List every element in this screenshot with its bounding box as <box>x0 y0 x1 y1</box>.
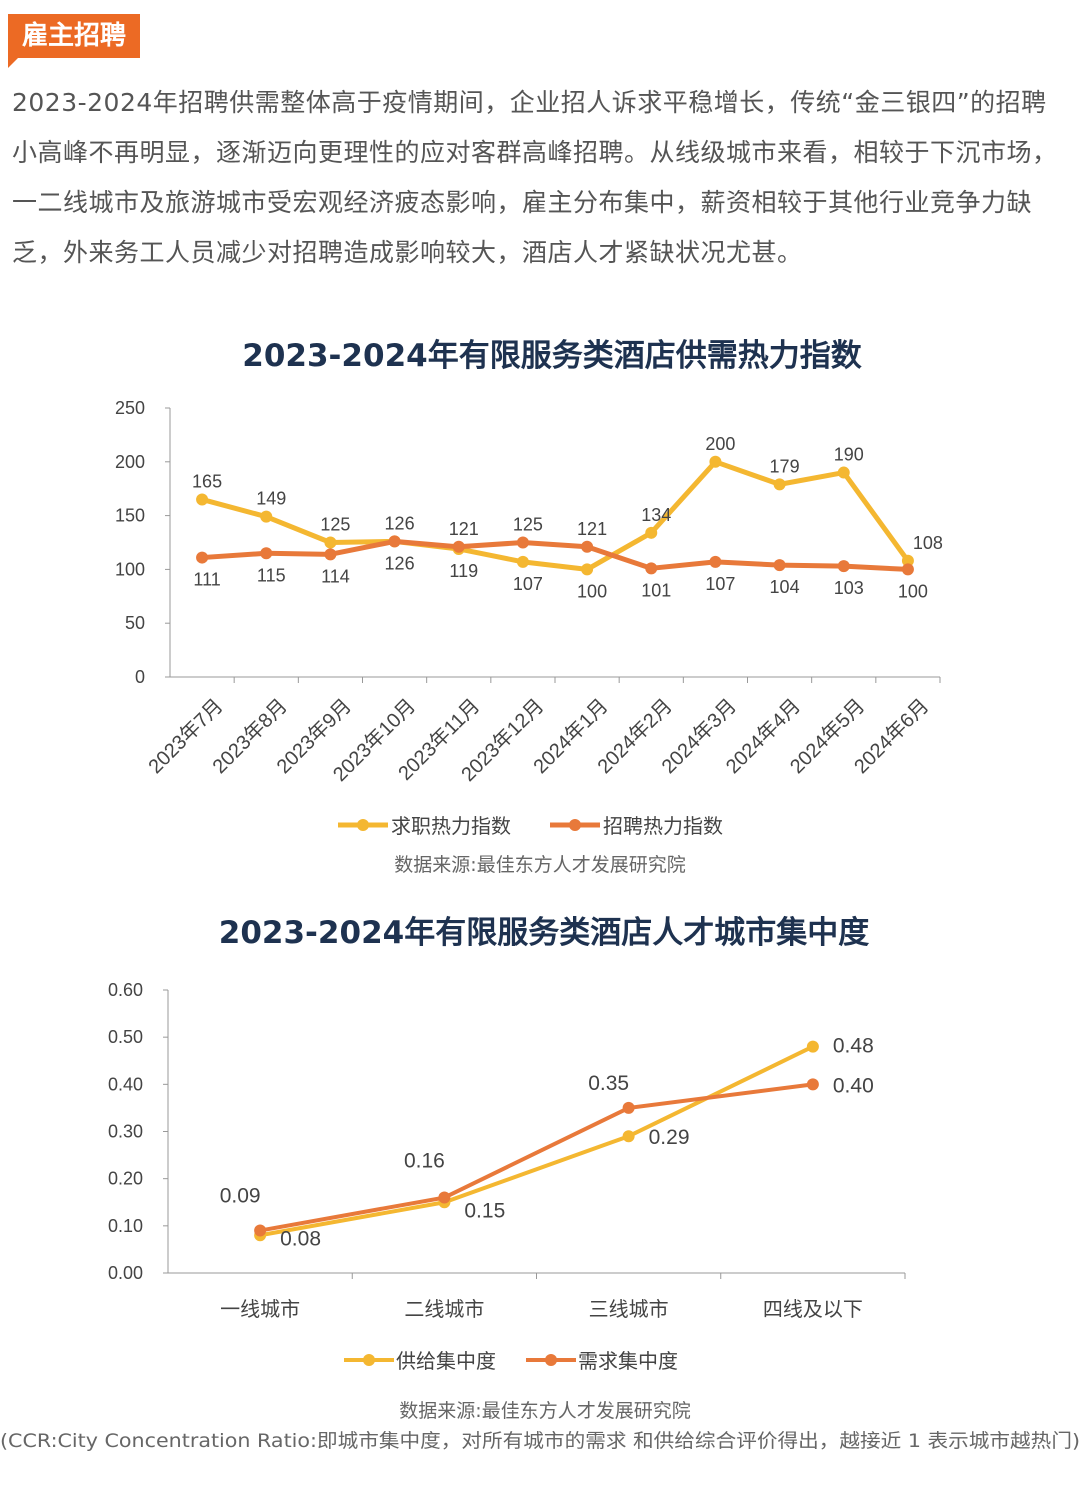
chart1-data-label: 119 <box>449 561 478 581</box>
chart2-data-label: 0.35 <box>588 1072 629 1095</box>
chart1-point <box>324 536 337 549</box>
chart1-data-label: 190 <box>834 445 864 465</box>
chart1-y-tick: 250 <box>115 398 145 418</box>
chart1-point <box>645 562 658 575</box>
chart1-data-label: 149 <box>256 489 286 509</box>
chart2-legend-marker <box>363 1354 375 1366</box>
chart1-line-recruit <box>201 538 909 572</box>
chart1-data-label: 126 <box>385 513 415 533</box>
chart1-data-label: 200 <box>705 434 735 454</box>
chart2-point <box>438 1191 451 1204</box>
chart1-point <box>516 555 529 568</box>
chart2-legend-label: 需求集中度 <box>578 1349 678 1373</box>
chart1-data-label: 114 <box>321 566 350 586</box>
chart2-data-label: 0.09 <box>220 1185 261 1208</box>
chart2-y-tick: 0.40 <box>108 1074 143 1094</box>
chart1-data-label: 101 <box>641 580 671 600</box>
chart1-data-label: 100 <box>577 581 607 601</box>
chart1-legend-label: 招聘热力指数 <box>603 814 723 838</box>
chart1-y-tick: 0 <box>135 667 145 687</box>
chart1-point <box>196 493 209 506</box>
chart1-point <box>709 555 722 568</box>
chart1-point <box>196 551 209 564</box>
chart1-data-label: 121 <box>577 519 607 539</box>
chart1-y-tick: 50 <box>125 613 145 633</box>
chart2-point <box>622 1130 635 1143</box>
chart2-legend-label: 供给集中度 <box>396 1349 496 1373</box>
chart2-y-tick: 0.10 <box>108 1216 143 1236</box>
chart2-y-tick: 0.30 <box>108 1122 143 1142</box>
chart1-point <box>388 535 401 548</box>
chart2-point <box>806 1040 819 1053</box>
chart1-line-jobseek <box>201 459 910 572</box>
chart1-data-label: 125 <box>513 515 543 535</box>
chart2-x-tick: 一线城市 <box>220 1297 300 1321</box>
chart2-x-tick: 二线城市 <box>404 1297 484 1321</box>
chart2-point <box>622 1101 635 1114</box>
chart2-data-label: 0.16 <box>404 1150 445 1173</box>
chart2-line-supply <box>259 1044 814 1238</box>
chart2-data-label: 0.29 <box>649 1126 690 1149</box>
chart2-data-label: 0.48 <box>833 1035 874 1058</box>
section-badge: 雇主招聘 <box>8 14 141 58</box>
chart2-note: (CCR:City Concentration Ratio:即城市集中度，对所有… <box>0 1430 1080 1452</box>
chart1-data-label: 121 <box>449 519 479 539</box>
chart1-point <box>837 560 850 573</box>
chart1-point <box>773 559 786 572</box>
chart1-y-tick: 150 <box>115 506 145 526</box>
chart1-legend-marker <box>357 819 369 831</box>
chart1-point <box>581 540 594 553</box>
chart1-point <box>260 510 273 523</box>
chart1-title: 2023-2024年有限服务类酒店供需热力指数 <box>242 338 861 374</box>
chart1-data-label: 107 <box>513 574 543 594</box>
chart1-data-label: 179 <box>770 456 800 476</box>
chart1-y-tick: 100 <box>115 559 145 579</box>
chart1-point <box>452 540 465 553</box>
chart1-point <box>709 455 722 468</box>
chart1-data-label: 108 <box>913 533 943 553</box>
chart1-data-label: 104 <box>770 577 800 597</box>
chart2-data-label: 0.08 <box>280 1227 321 1250</box>
chart1-point <box>260 547 273 560</box>
chart1-data-label: 103 <box>834 578 864 598</box>
chart1-point <box>581 563 594 576</box>
chart1-data-label: 134 <box>641 505 671 525</box>
chart2-point <box>254 1224 267 1237</box>
chart2-source: 数据来源:最佳东方人才发展研究院 <box>399 1400 690 1422</box>
chart1-data-label: 107 <box>705 574 735 594</box>
chart2-x-tick: 四线及以下 <box>763 1297 863 1321</box>
chart1-point <box>901 554 914 567</box>
chart2-data-label: 0.15 <box>464 1199 505 1222</box>
chart2-y-tick: 0.50 <box>108 1027 143 1047</box>
chart1-point <box>901 563 914 576</box>
chart1-data-label: 100 <box>898 581 928 601</box>
intro-paragraph: 2023-2024年招聘供需整体高于疫情期间，企业招人诉求平稳增长，传统“金三银… <box>12 88 1058 267</box>
chart1-legend-label: 求职热力指数 <box>391 814 511 838</box>
chart2-y-tick: 0.60 <box>108 980 143 1000</box>
chart1-data-label: 115 <box>257 565 286 585</box>
chart2-y-tick: 0.20 <box>108 1169 143 1189</box>
chart1-data-label: 111 <box>193 570 220 590</box>
chart1-data-label: 165 <box>192 471 222 491</box>
chart1-point <box>837 466 850 479</box>
chart2-title: 2023-2024年有限服务类酒店人才城市集中度 <box>219 915 869 951</box>
chart1-y-tick: 200 <box>115 452 145 472</box>
chart1-source: 数据来源:最佳东方人才发展研究院 <box>394 854 685 876</box>
badge-tail <box>8 56 20 68</box>
chart1-point <box>324 548 337 561</box>
chart2-legend-marker <box>545 1354 557 1366</box>
chart2-line-demand <box>259 1082 814 1233</box>
chart2-point <box>806 1078 819 1091</box>
chart1-point <box>773 478 786 491</box>
chart2-x-tick: 三线城市 <box>589 1297 669 1321</box>
chart2-data-label: 0.40 <box>833 1074 874 1097</box>
chart1-point <box>645 526 658 539</box>
chart1-data-label: 126 <box>385 553 415 573</box>
chart1-data-label: 125 <box>320 515 350 535</box>
chart1-legend-marker <box>569 819 581 831</box>
chart1-point <box>516 536 529 549</box>
chart2-y-tick: 0.00 <box>108 1263 143 1283</box>
